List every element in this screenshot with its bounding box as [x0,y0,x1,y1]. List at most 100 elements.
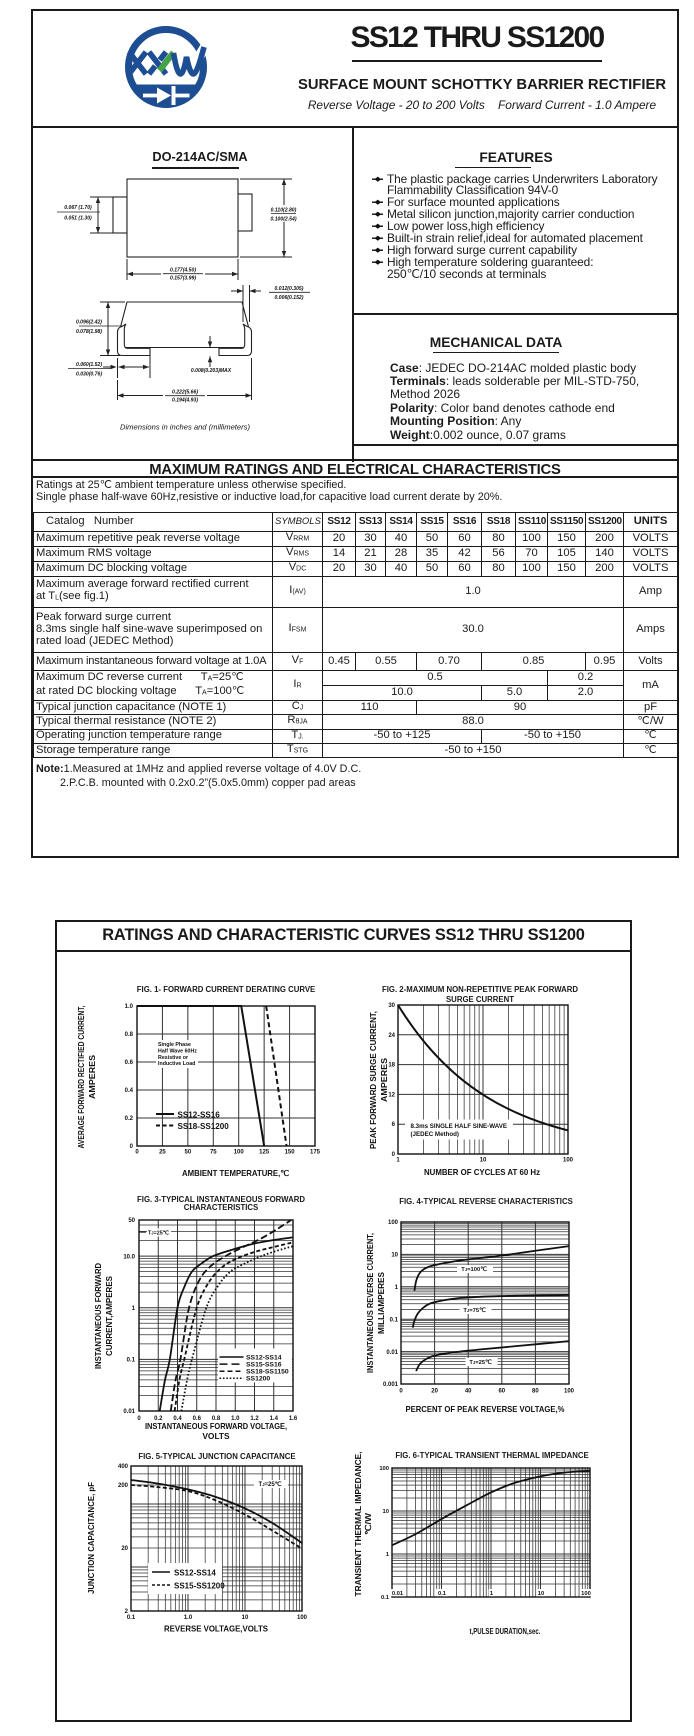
svg-text:Single Phase: Single Phase [158,1042,191,1048]
svg-text:1.0: 1.0 [231,1416,240,1422]
svg-text:0.4: 0.4 [173,1416,182,1422]
svg-text:0.110(2.80): 0.110(2.80) [271,208,297,214]
svg-text:SS12-SS14: SS12-SS14 [174,1569,216,1578]
svg-text:0.6: 0.6 [193,1416,202,1422]
svg-text:40: 40 [465,1389,472,1395]
svg-text:100: 100 [564,1389,575,1395]
svg-text:175: 175 [310,1150,321,1156]
svg-text:PERCENT OF PEAK REVERSE VOLTAG: PERCENT OF PEAK REVERSE VOLTAGE,% [406,1404,566,1414]
svg-text:1: 1 [490,1591,494,1597]
svg-text:TJ=75℃: TJ=75℃ [463,1307,486,1314]
svg-text:0.6: 0.6 [125,1060,134,1066]
svg-text:AVERAGE FORWARD RECTIFIED CURR: AVERAGE FORWARD RECTIFIED CURRENT, [76,1006,86,1149]
svg-text:2: 2 [125,1609,129,1615]
svg-text:0.100(2.54): 0.100(2.54) [270,217,296,223]
svg-text:0.012(0.305): 0.012(0.305) [275,286,304,292]
svg-text:0: 0 [399,1389,403,1395]
svg-text:100: 100 [379,1466,389,1472]
svg-text:0.157(3.99): 0.157(3.99) [170,276,196,282]
svg-text:10: 10 [391,1253,398,1259]
svg-text:CURRENT,AMPERES: CURRENT,AMPERES [104,1276,114,1356]
svg-text:1.2: 1.2 [250,1416,259,1422]
svg-text:400: 400 [118,1464,129,1470]
svg-text:18: 18 [388,1063,395,1069]
svg-text:0.060(1.52): 0.060(1.52) [76,362,102,368]
svg-text:0.2: 0.2 [154,1416,163,1422]
svg-text:125: 125 [259,1150,270,1156]
svg-text:10.0: 10.0 [123,1254,135,1260]
svg-text:1.6: 1.6 [289,1416,298,1422]
svg-text:12: 12 [388,1092,395,1098]
svg-text:0.1: 0.1 [390,1317,399,1323]
svg-text:100: 100 [234,1150,245,1156]
svg-text:100: 100 [388,1220,399,1226]
svg-text:SS15-SS1200: SS15-SS1200 [174,1582,225,1591]
svg-text:MILLIAMPERES: MILLIAMPERES [376,1272,386,1334]
svg-text:30: 30 [388,1003,395,1009]
svg-text:10: 10 [480,1158,487,1164]
svg-text:8.3ms SINGLE HALF SINE-WAVE: 8.3ms SINGLE HALF SINE-WAVE [411,1123,508,1130]
svg-text:6: 6 [392,1122,396,1128]
svg-text:1: 1 [386,1552,390,1558]
svg-text:100: 100 [581,1591,591,1597]
svg-text:0.006(0.152): 0.006(0.152) [275,295,304,301]
svg-text:20: 20 [121,1546,128,1552]
svg-text:24: 24 [388,1033,395,1039]
svg-text:50: 50 [185,1150,192,1156]
svg-text:TJ=25℃: TJ=25℃ [259,1481,282,1488]
svg-text:0.067 (1.70): 0.067 (1.70) [64,205,92,211]
svg-text:50: 50 [128,1218,135,1224]
svg-text:Half Wave 60Hz: Half Wave 60Hz [158,1048,197,1054]
svg-text:TJ=25℃: TJ=25℃ [469,1359,492,1366]
svg-text:REVERSE VOLTAGE,VOLTS: REVERSE VOLTAGE,VOLTS [164,1624,268,1634]
svg-text:AMBIENT TEMPERATURE,℃: AMBIENT TEMPERATURE,℃ [182,1168,289,1178]
svg-text:SS12-SS14: SS12-SS14 [246,1354,282,1361]
svg-text:SS12-SS16: SS12-SS16 [178,1111,221,1120]
svg-text:0.051 (1.30): 0.051 (1.30) [64,216,92,222]
svg-text:0.001: 0.001 [383,1382,399,1388]
svg-text:t,PULSE DURATION,sec.: t,PULSE DURATION,sec. [470,1626,541,1636]
svg-text:200: 200 [118,1483,129,1489]
svg-text:INSTANTANEOUS FORWARD VOLTAGE,: INSTANTANEOUS FORWARD VOLTAGE, [145,1421,287,1431]
svg-text:TRANSIENT THERMAL IMPEDANCE,: TRANSIENT THERMAL IMPEDANCE, [353,1452,363,1597]
svg-text:0.01: 0.01 [123,1409,135,1415]
svg-text:INSTANTANEOUS FORWARD: INSTANTANEOUS FORWARD [93,1263,103,1369]
svg-text:0.4: 0.4 [125,1088,134,1094]
svg-text:1.0: 1.0 [184,1615,193,1621]
svg-text:0.030(0.76): 0.030(0.76) [76,372,102,378]
svg-text:0.096(2.42): 0.096(2.42) [76,320,102,326]
svg-text:100: 100 [297,1615,308,1621]
svg-text:SS18-SS1200: SS18-SS1200 [178,1122,230,1131]
svg-text:AMPERES: AMPERES [379,1058,389,1102]
svg-text:SS15-SS16: SS15-SS16 [246,1362,282,1369]
svg-text:0: 0 [392,1152,396,1158]
svg-text:NUMBER OF CYCLES AT 60 Hz: NUMBER OF CYCLES AT 60 Hz [424,1167,540,1177]
svg-text:0.222(5.66): 0.222(5.66) [172,390,198,396]
svg-text:Dimensions in inches and (mill: Dimensions in inches and (millimeters) [120,423,250,432]
svg-text:1: 1 [132,1306,136,1312]
svg-text:1: 1 [396,1158,400,1164]
svg-text:80: 80 [532,1389,539,1395]
svg-text:1.4: 1.4 [270,1416,279,1422]
svg-text:0.194(4.93): 0.194(4.93) [172,398,198,404]
svg-text:10: 10 [538,1591,544,1597]
svg-text:150: 150 [285,1150,296,1156]
svg-text:AMPERES: AMPERES [87,1055,97,1099]
svg-text:TJ=25℃: TJ=25℃ [148,1230,169,1237]
svg-text:0.1: 0.1 [127,1358,136,1364]
svg-text:20: 20 [431,1389,438,1395]
svg-text:60: 60 [498,1389,505,1395]
svg-text:0.1: 0.1 [381,1595,390,1601]
svg-text:0.1: 0.1 [438,1591,447,1597]
svg-text:Resistive or: Resistive or [158,1055,188,1061]
svg-text:0.8: 0.8 [212,1416,221,1422]
svg-text:10: 10 [383,1509,389,1515]
svg-text:Inductive Load: Inductive Load [158,1061,195,1067]
svg-text:1: 1 [395,1285,399,1291]
svg-text:0.01: 0.01 [392,1591,404,1597]
svg-text:0.8: 0.8 [125,1032,134,1038]
svg-text:0.1: 0.1 [127,1615,136,1621]
svg-text:10: 10 [242,1615,249,1621]
svg-text:25: 25 [159,1150,166,1156]
svg-text:0.177(4.50): 0.177(4.50) [170,268,196,274]
